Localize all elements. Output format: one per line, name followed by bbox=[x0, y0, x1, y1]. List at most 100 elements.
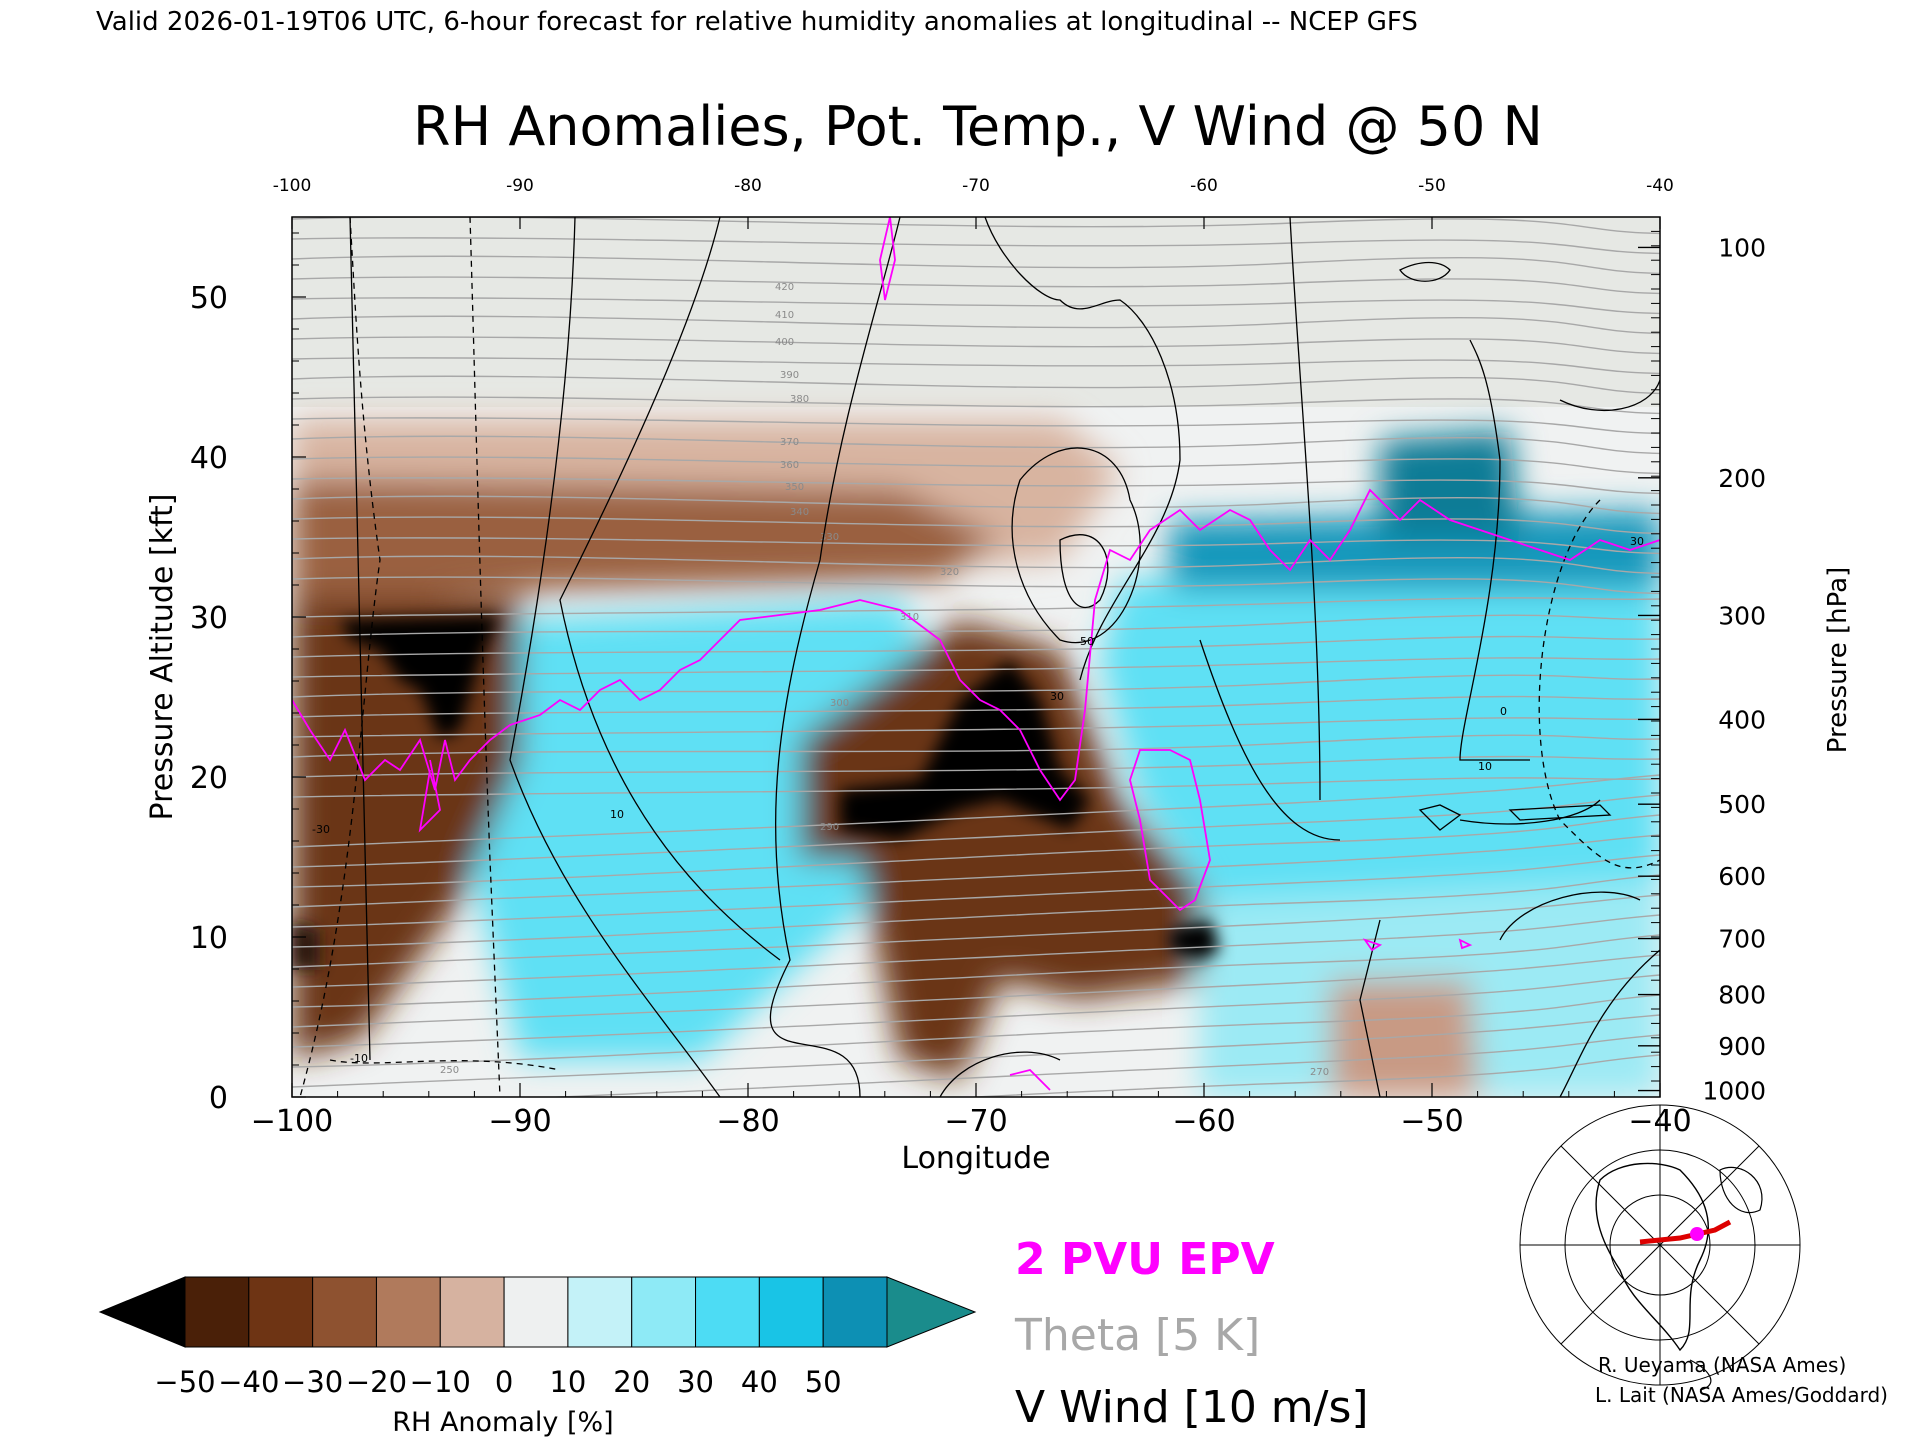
pressure-tick-label: 100 bbox=[1718, 233, 1766, 262]
theta-contour-label: 250 bbox=[440, 1065, 459, 1076]
theta-contour-line bbox=[962, 1054, 1660, 1097]
colorbar-extend-low bbox=[98, 1276, 186, 1348]
colorbar-swatch bbox=[248, 1276, 314, 1348]
theta-contour-line bbox=[292, 657, 1660, 678]
chart-title: RH Anomalies, Pot. Temp., V Wind @ 50 N bbox=[413, 95, 1543, 158]
colorbar-swatch bbox=[375, 1276, 441, 1348]
theta-contour-label: 350 bbox=[785, 482, 804, 493]
theta-contour-line bbox=[292, 576, 1660, 595]
colorbar-tick-label: 30 bbox=[677, 1365, 714, 1399]
inset-map-frame bbox=[1555, 1162, 1755, 1312]
theta-contour-line bbox=[292, 495, 1660, 515]
upper-neutral-band bbox=[292, 217, 1660, 407]
pressure-tick-label: 800 bbox=[1718, 981, 1766, 1010]
credit-line-1: R. Ueyama (NASA Ames) bbox=[1598, 1353, 1846, 1377]
inset-location-marker bbox=[1690, 1227, 1704, 1241]
colorbar-swatch bbox=[439, 1276, 505, 1348]
theta-contour-line bbox=[292, 777, 1660, 798]
top-tick-label: -80 bbox=[734, 176, 762, 196]
theta-contour-line bbox=[292, 297, 1660, 315]
theta-contour-line bbox=[292, 315, 1660, 335]
theta-contour-line bbox=[292, 695, 1660, 718]
theta-contour-line bbox=[292, 774, 1660, 848]
theta-contour-line bbox=[292, 217, 1660, 235]
credit-line-2: L. Lait (NASA Ames/Goddard) bbox=[1595, 1383, 1888, 1407]
colorbar-tick-label: 40 bbox=[741, 1365, 778, 1399]
theta-contour-line bbox=[292, 814, 1660, 888]
colorbar-extend-high bbox=[886, 1276, 977, 1348]
rh-very-dry-west bbox=[340, 615, 500, 740]
colorbar-swatch bbox=[184, 1276, 250, 1348]
theta-contour-line bbox=[292, 734, 1660, 758]
vwind-label: 10 bbox=[610, 808, 624, 821]
colorbar: −50 −40 −30 −20 −10 0 10 20 30 40 50 bbox=[98, 1276, 977, 1399]
theta-contour-label: 300 bbox=[830, 698, 849, 709]
theta-contour-line bbox=[292, 516, 1660, 535]
theta-contour-line bbox=[292, 597, 1660, 618]
pressure-tick-label: 200 bbox=[1718, 464, 1766, 493]
x-tick-label: −90 bbox=[488, 1104, 551, 1139]
theta-contour-label: 370 bbox=[780, 437, 799, 448]
colorbar-tick-label: −20 bbox=[346, 1365, 407, 1399]
theta-contour-line bbox=[292, 435, 1660, 455]
rh-very-moist-band bbox=[1170, 510, 1660, 590]
pressure-tick-label: 300 bbox=[1718, 601, 1766, 630]
colorbar-swatch bbox=[567, 1276, 633, 1348]
vwind-label: 10 bbox=[1478, 760, 1492, 773]
theta-contour-line bbox=[292, 674, 1660, 698]
theta-contour-line bbox=[543, 1034, 1660, 1097]
theta-contour-line bbox=[292, 994, 1660, 1068]
legend-theta: Theta [5 K] bbox=[1014, 1310, 1260, 1361]
theta-contour-label: 380 bbox=[790, 394, 809, 405]
theta-contours bbox=[292, 217, 1660, 1097]
pressure-tick-label: 700 bbox=[1718, 925, 1766, 954]
rh-very-dry-edge bbox=[292, 920, 320, 970]
top-tick-label: -50 bbox=[1418, 176, 1446, 196]
theta-contour-label: 360 bbox=[780, 460, 799, 471]
colorbar-tick-label: −50 bbox=[154, 1365, 215, 1399]
top-tick-label: -100 bbox=[273, 176, 312, 196]
y-axis-label-right: Pressure [hPa] bbox=[1823, 567, 1853, 754]
theta-contour-label: 410 bbox=[775, 310, 794, 321]
y-tick-label: 0 bbox=[209, 1081, 228, 1116]
pressure-tick-label: 500 bbox=[1718, 790, 1766, 819]
theta-contour-line bbox=[292, 1014, 1660, 1088]
theta-contour-label: 340 bbox=[790, 507, 809, 518]
theta-contour-line bbox=[292, 375, 1660, 395]
colorbar-swatch bbox=[695, 1276, 760, 1348]
epv-2pvu-contours bbox=[292, 217, 1660, 1091]
colorbar-swatch bbox=[312, 1276, 377, 1348]
colorbar-tick-label: 10 bbox=[549, 1365, 586, 1399]
theta-contour-line bbox=[292, 755, 1660, 778]
theta-contour-line bbox=[292, 555, 1660, 575]
y-axis-label-left: Pressure Altitude [kft] bbox=[145, 494, 180, 821]
vwind-label: -30 bbox=[312, 823, 330, 836]
theta-contour-label: 390 bbox=[780, 370, 799, 381]
y-tick-label: 10 bbox=[190, 921, 228, 956]
theta-contour-line bbox=[292, 834, 1660, 908]
theta-contour-line bbox=[292, 894, 1660, 968]
y-tick-label: 40 bbox=[190, 441, 228, 476]
x-tick-label: −80 bbox=[716, 1104, 779, 1139]
colorbar-swatch bbox=[758, 1276, 824, 1348]
x-tick-label: −60 bbox=[1172, 1104, 1235, 1139]
legend-vwind: V Wind [10 m/s] bbox=[1015, 1382, 1369, 1433]
rh-dry-central bbox=[800, 620, 1210, 1080]
theta-contour-line bbox=[292, 276, 1660, 295]
theta-contour-label: 330 bbox=[820, 532, 839, 543]
rh-dry-east-low bbox=[1330, 980, 1480, 1097]
colorbar-label: RH Anomaly [%] bbox=[392, 1407, 613, 1438]
colorbar-tick-label: 0 bbox=[495, 1365, 513, 1399]
legend-epv: 2 PVU EPV bbox=[1015, 1234, 1275, 1285]
pressure-tick-label: 1000 bbox=[1702, 1077, 1766, 1106]
top-tick-label: -90 bbox=[506, 176, 534, 196]
theta-contour-label: 400 bbox=[775, 337, 794, 348]
colorbar-swatch bbox=[822, 1276, 888, 1348]
theta-contour-line bbox=[292, 237, 1660, 255]
y-tick-label: 30 bbox=[190, 601, 228, 636]
theta-contour-line bbox=[292, 614, 1660, 638]
colorbar-tick-label: −40 bbox=[218, 1365, 279, 1399]
x-tick-label: −50 bbox=[1400, 1104, 1463, 1139]
theta-contour-line bbox=[292, 456, 1660, 475]
